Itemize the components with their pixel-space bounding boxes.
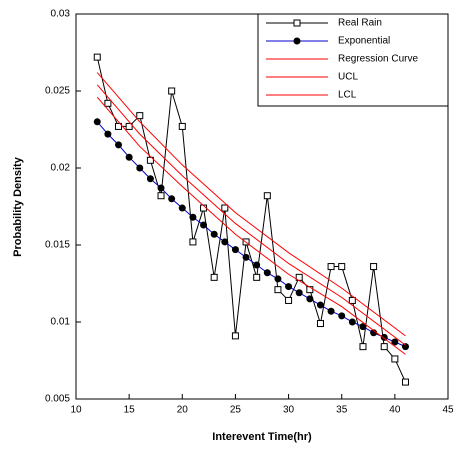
point	[157, 192, 165, 200]
series-line	[96, 57, 406, 383]
point	[242, 253, 250, 261]
x-tick-label: 30	[283, 405, 295, 416]
point	[136, 164, 144, 172]
point	[380, 343, 388, 351]
point	[221, 204, 229, 212]
series-line	[96, 96, 406, 355]
x-tick-label: 15	[124, 405, 136, 416]
point	[178, 122, 186, 130]
point	[200, 221, 208, 229]
series-line	[96, 84, 406, 346]
point	[338, 312, 346, 320]
point	[104, 99, 112, 107]
point	[401, 378, 409, 386]
point	[306, 295, 314, 303]
point	[221, 238, 229, 246]
point	[327, 307, 335, 315]
point	[359, 323, 367, 331]
point	[348, 296, 356, 304]
y-tick-label: 0.025	[45, 86, 70, 97]
point	[93, 118, 101, 126]
point	[253, 273, 261, 281]
point	[295, 289, 303, 297]
point	[231, 246, 239, 254]
x-tick-label: 45	[442, 405, 454, 416]
x-axis-title: Interevent Time(hr)	[212, 431, 312, 443]
point	[146, 175, 154, 183]
point	[178, 204, 186, 212]
x-tick-label: 20	[177, 405, 189, 416]
point	[391, 338, 399, 346]
x-tick-label: 25	[230, 405, 242, 416]
series-line	[96, 72, 406, 337]
y-tick-label: 0.005	[45, 394, 70, 405]
legend-label: LCL	[338, 90, 357, 101]
x-tick-label: 10	[70, 405, 82, 416]
point	[263, 192, 271, 200]
y-axis-title: Probability Density	[12, 156, 24, 257]
point	[316, 320, 324, 328]
point	[231, 332, 239, 340]
point	[359, 343, 367, 351]
y-tick-label: 0.015	[45, 240, 70, 251]
point	[401, 343, 409, 351]
point	[316, 301, 324, 309]
point	[189, 238, 197, 246]
legend-marker	[293, 19, 301, 27]
point	[274, 275, 282, 283]
point	[338, 263, 346, 271]
y-tick-label: 0.02	[51, 163, 71, 174]
legend-label: Real Rain	[338, 18, 382, 29]
point	[285, 296, 293, 304]
point	[391, 355, 399, 363]
y-tick-label: 0.03	[51, 9, 71, 20]
point	[168, 87, 176, 95]
point	[274, 286, 282, 294]
point	[136, 112, 144, 120]
point	[93, 53, 101, 61]
point	[168, 195, 176, 203]
point	[370, 263, 378, 271]
point	[125, 122, 133, 130]
point	[115, 122, 123, 130]
x-tick-label: 40	[389, 405, 401, 416]
point	[348, 318, 356, 326]
point	[104, 130, 112, 138]
point	[210, 230, 218, 238]
legend-marker	[293, 37, 301, 45]
point	[285, 283, 293, 291]
x-tick-label: 35	[336, 405, 348, 416]
legend-box	[257, 13, 449, 107]
series-line	[96, 121, 406, 348]
point	[125, 153, 133, 161]
point	[210, 273, 218, 281]
y-tick-label: 0.01	[51, 317, 71, 328]
legend-label: UCL	[338, 72, 358, 83]
point	[115, 141, 123, 149]
point	[253, 261, 261, 269]
point	[189, 213, 197, 221]
point	[370, 329, 378, 337]
point	[327, 263, 335, 271]
legend-label: Exponential	[338, 36, 390, 47]
legend-label: Regression Curve	[338, 54, 418, 65]
point	[157, 184, 165, 192]
point	[263, 269, 271, 277]
point	[146, 156, 154, 164]
